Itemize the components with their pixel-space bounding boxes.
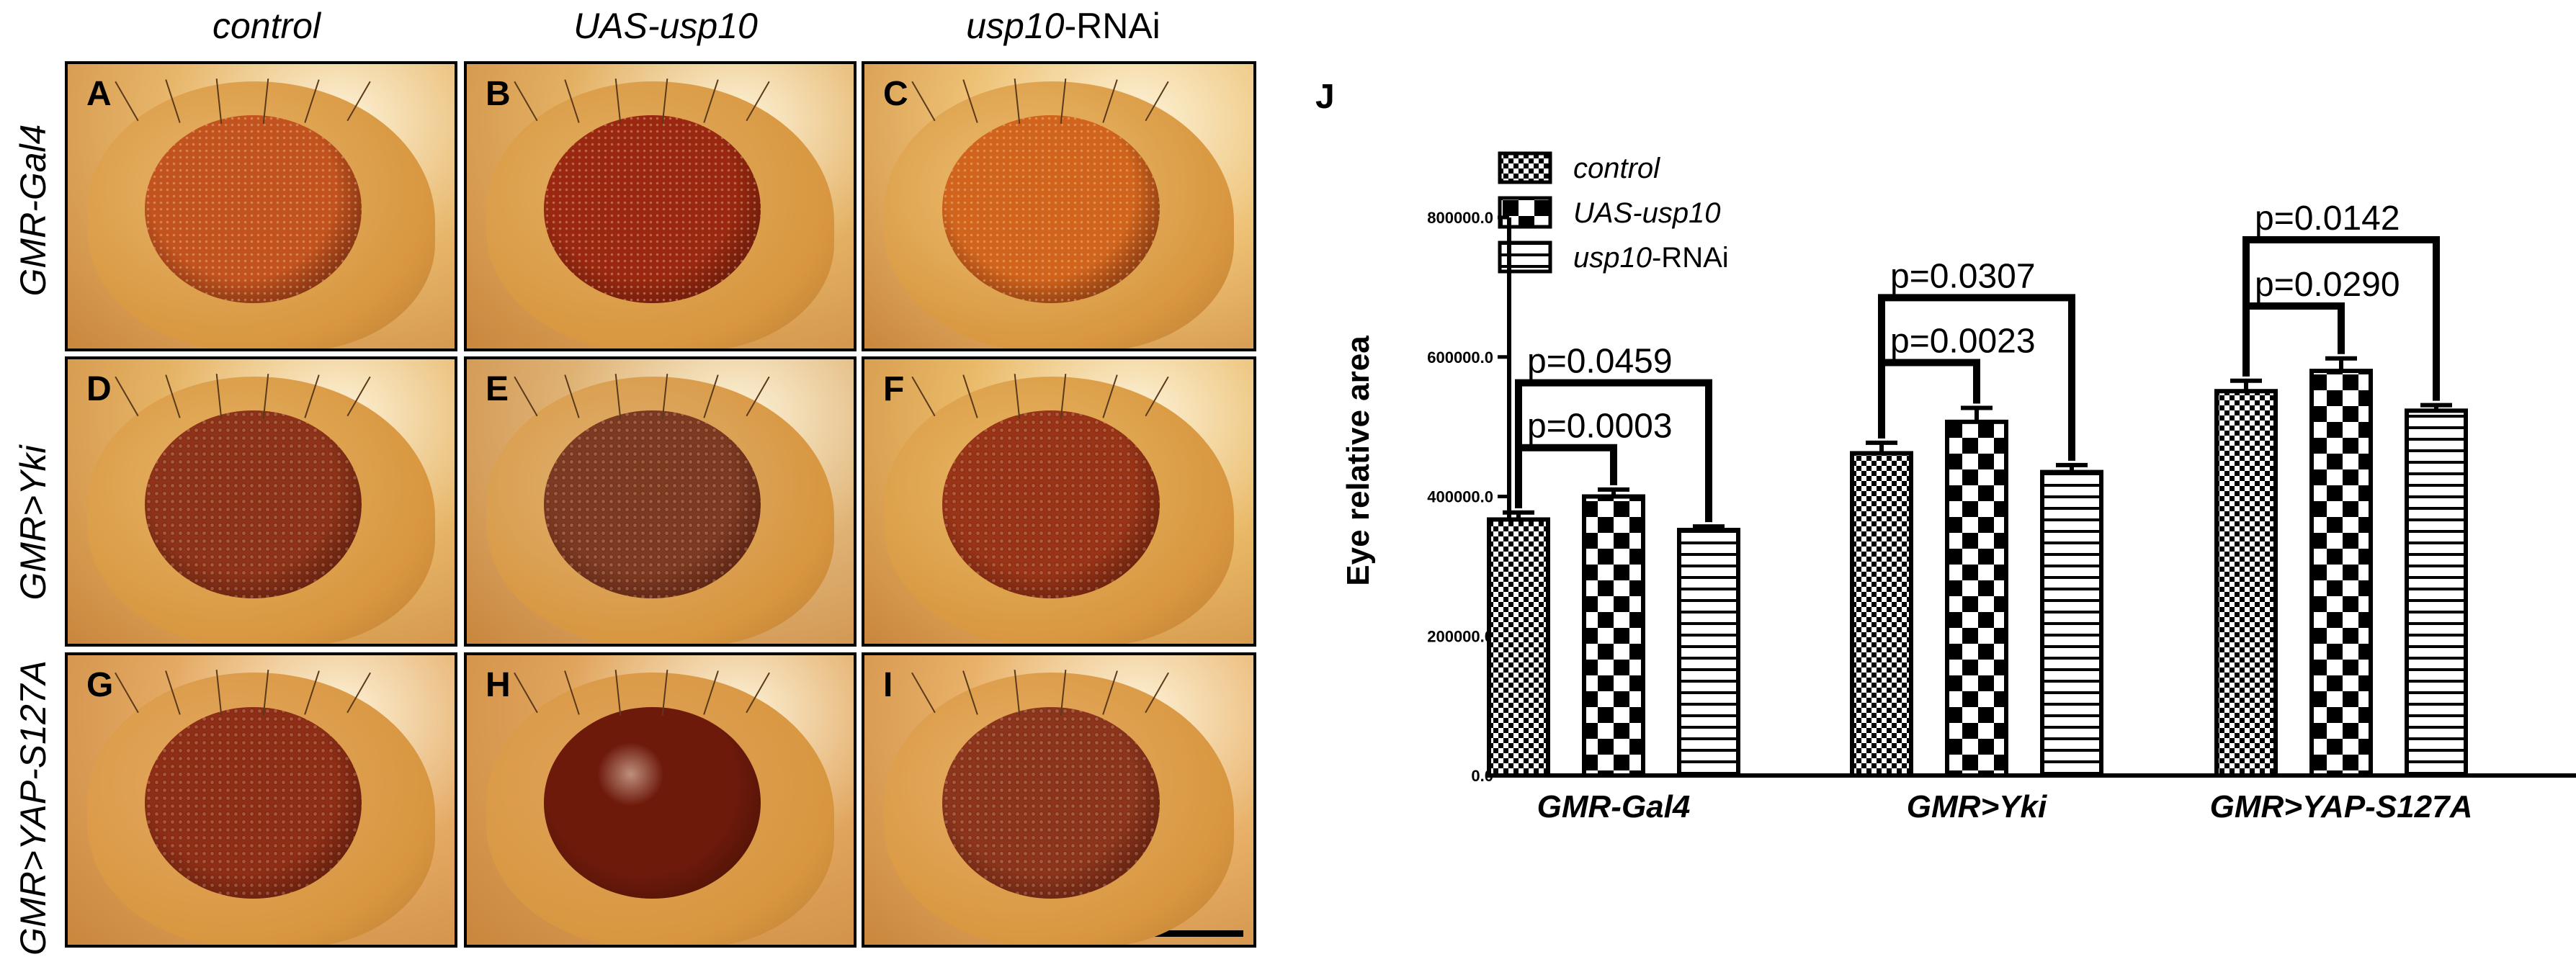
compound-eye [145,410,362,598]
legend-label-italic: usp10 [1573,242,1652,274]
bar [2309,369,2373,778]
panel-letter: C [883,75,908,113]
y-tick-label: 600000.0 [1427,349,1493,367]
p-value-label: p=0.0307 [1890,257,2036,295]
x-tick-label: GMR-Gal4 [1537,789,1691,824]
bristle [513,376,538,417]
compound-eye [145,115,362,303]
eye-photo-panel-b: B [464,61,857,351]
legend-label-italic: UAS-usp10 [1573,197,1721,229]
bristle [114,81,139,122]
compound-eye [942,115,1160,303]
bar-chart: J Eye relative area control UAS-usp10 usp1… [1315,78,2576,824]
significance-bracket [1515,379,1712,523]
compound-eye [544,115,761,303]
significance-brackets: p=0.0003 p=0.0459 p=0.0023 p=0.0307 p=0.0290… [1515,199,2440,523]
panel-letter: D [86,370,112,408]
legend: control UAS-usp10 usp10-RNAi [1498,151,1729,274]
eye-photo-panel-e: E [464,356,857,647]
panel-letter-j: J [1315,78,1335,116]
x-tick-label: GMR>Yki [1907,789,2047,824]
bar [1850,451,1913,778]
legend-label-suffix: -RNAi [1652,242,1729,274]
p-value-label: p=0.0023 [1890,323,2036,361]
compound-eye [145,707,362,899]
bristle [114,672,139,714]
eye-photo-panel-f: F [862,356,1256,647]
bristle [114,376,139,417]
significance-bracket [2242,302,2345,377]
p-value-label: p=0.0142 [2255,199,2400,238]
legend-label: usp10-RNAi [1573,242,1729,274]
eye-photo-panel-a: A [65,61,457,351]
eye-photo-panel-h: H [464,652,857,948]
p-value-label: p=0.0459 [1527,343,1673,381]
bristle [911,81,936,122]
column-label-control: control [212,6,321,46]
significance-bracket [2242,236,2440,401]
legend-label: UAS-usp10 [1573,197,1721,229]
bar [1582,494,1645,778]
legend-swatch [1498,151,1552,184]
panel-letter: I [883,666,893,704]
panel-letter: A [86,75,112,113]
column-label-usp10-rnai: usp10-RNAi [966,6,1160,46]
eye-photo-panel-c: C [862,61,1256,351]
panel-letter: F [883,370,905,408]
bar [2040,469,2103,778]
panel-letter: G [86,666,114,704]
bar [2405,408,2468,778]
bristle [513,81,538,122]
bristle [911,672,936,714]
p-value-label: p=0.0003 [1527,408,1673,446]
chart-panel-j: J Eye relative area control UAS-usp10 usp1… [1297,58,2576,980]
bar [1487,517,1550,778]
column-label-uas-usp10: UAS-usp10 [573,6,758,46]
bars [1487,356,2468,778]
x-tick-label: GMR>YAP-S127A [2210,789,2473,824]
eye-photo-panel-i: I [862,652,1256,948]
panel-letter: B [486,75,511,113]
eye-photo-panel-d: D [65,356,457,647]
y-tick-label: 800000.0 [1427,209,1493,227]
compound-eye [942,707,1160,899]
significance-bracket [1878,294,2075,461]
eye-photo-panel-g: G [65,652,457,948]
legend-label: control [1573,153,1660,184]
p-value-label: p=0.0290 [2255,266,2400,304]
bar [2214,389,2278,778]
compound-eye [544,707,761,899]
panel-letter: E [486,370,509,408]
compound-eye [942,410,1160,598]
bristle [513,672,538,714]
legend-label-italic: control [1573,153,1660,184]
bar [1945,419,2008,778]
panel-letter: H [486,666,511,704]
scale-bar [1147,930,1243,937]
y-axis-label: Eye relative area [1341,336,1376,586]
bar [1677,528,1740,778]
y-tick-label: 400000.0 [1427,488,1493,506]
y-tick-label: 200000.0 [1427,627,1493,645]
bristle [911,376,936,417]
compound-eye [544,410,761,598]
